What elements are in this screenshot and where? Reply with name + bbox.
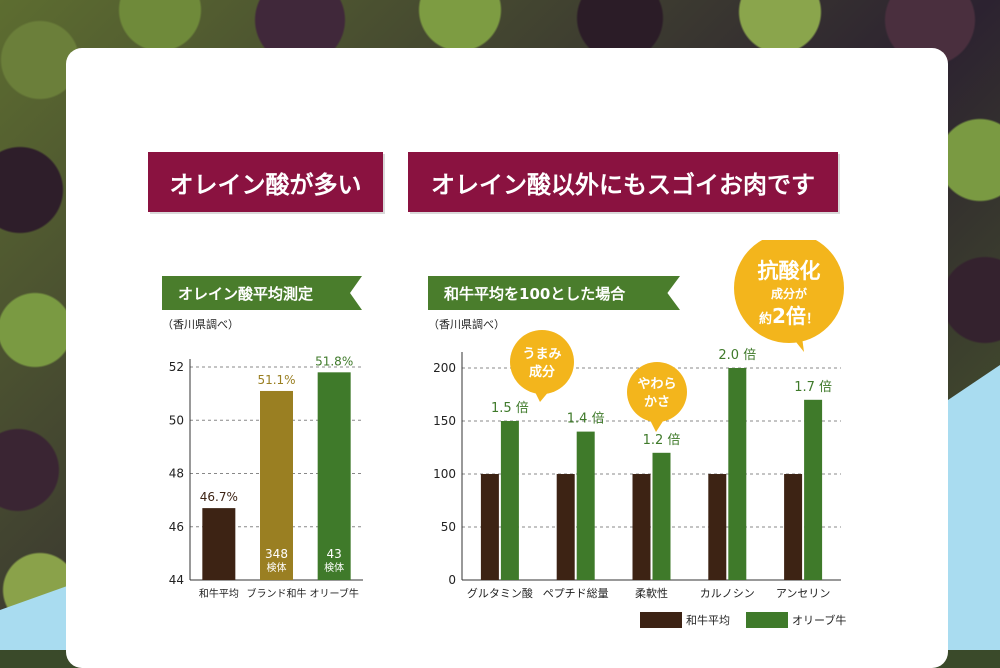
- bar-wagyu: [708, 474, 727, 580]
- bar-wagyu: [632, 474, 651, 580]
- value-label: 1.5 倍: [491, 401, 529, 416]
- legend-swatch-wagyu: [640, 612, 682, 628]
- softness-bubble-text: やわら: [637, 377, 676, 392]
- sample-unit: 検体: [267, 561, 287, 574]
- x-tick-label: グルタミン酸: [467, 586, 533, 600]
- oleic-source-note: （香川県調べ）: [162, 318, 239, 331]
- value-label: 46.7%: [200, 490, 238, 504]
- other-benefits-banner: オレイン酸以外にもスゴイお肉です: [408, 152, 838, 212]
- bar-olive: [652, 452, 671, 580]
- x-tick-label: ペプチド総量: [543, 586, 609, 600]
- y-tick-label: 50: [169, 413, 184, 427]
- bar: [260, 390, 293, 580]
- y-tick-label: 46: [169, 520, 184, 534]
- value-label: 1.2 倍: [643, 433, 681, 448]
- y-tick-label: 48: [169, 467, 184, 481]
- sample-count: 348: [265, 547, 288, 561]
- y-tick-label: 50: [441, 520, 456, 534]
- antioxidant-title: 抗酸化: [758, 259, 821, 283]
- sky-corner-right: [948, 365, 1000, 650]
- sample-count: 43: [327, 547, 342, 561]
- bar: [317, 372, 351, 580]
- antioxidant-amount-part: 約: [759, 311, 772, 327]
- value-label: 2.0 倍: [718, 348, 756, 363]
- value-label: 51.1%: [257, 373, 295, 387]
- antioxidant-amount-part: 2倍: [772, 304, 806, 328]
- antioxidant-amount-part: ！: [806, 312, 819, 327]
- legend-label-olive: オリーブ牛: [792, 613, 846, 627]
- x-tick-label: オリーブ牛: [309, 587, 358, 600]
- sample-unit: 検体: [324, 561, 344, 574]
- oleic-banner: オレイン酸が多い: [148, 152, 383, 212]
- antioxidant-amount: 約2倍！: [759, 304, 819, 328]
- x-tick-label: ブランド和牛: [247, 587, 307, 600]
- value-label: 1.4 倍: [567, 412, 605, 427]
- umami-bubble-text: 成分: [529, 364, 555, 380]
- bar-wagyu: [784, 474, 803, 580]
- softness-bubble-text: かさ: [644, 395, 670, 410]
- bar-olive: [804, 399, 823, 580]
- bar-wagyu: [556, 474, 575, 580]
- y-tick-label: 52: [169, 360, 184, 374]
- bar-olive: [500, 421, 519, 580]
- softness-bubble: [627, 362, 687, 422]
- ratio-source-note: （香川県調べ）: [428, 318, 505, 331]
- y-tick-label: 44: [169, 573, 184, 587]
- bar-olive: [728, 368, 747, 580]
- bar-wagyu: [480, 474, 499, 580]
- value-label: 1.7 倍: [794, 380, 832, 395]
- oleic-bar-chart: 444648505246.7%和牛平均51.1%ブランド和牛348検体51.8%…: [169, 354, 363, 600]
- oleic-ribbon: オレイン酸平均測定: [162, 276, 362, 310]
- x-tick-label: 柔軟性: [635, 586, 668, 600]
- antioxidant-sub: 成分が: [771, 286, 807, 301]
- legend-swatch-olive: [746, 612, 788, 628]
- x-tick-label: 和牛平均: [199, 587, 239, 600]
- umami-bubble-text: うまみ: [522, 347, 561, 362]
- bar: [202, 508, 236, 580]
- ratio-ribbon: 和牛平均を100とした場合: [428, 276, 680, 310]
- y-tick-label: 150: [433, 414, 456, 428]
- y-tick-label: 0: [448, 573, 456, 587]
- value-label: 51.8%: [315, 354, 353, 368]
- antioxidant-bubble: [734, 240, 844, 343]
- legend-label-wagyu: 和牛平均: [686, 613, 730, 627]
- bar-olive: [576, 431, 595, 580]
- x-tick-label: アンセリン: [776, 587, 831, 600]
- y-tick-label: 100: [433, 467, 456, 481]
- umami-bubble: [510, 330, 574, 394]
- y-tick-label: 200: [433, 361, 456, 375]
- x-tick-label: カルノシン: [700, 587, 755, 600]
